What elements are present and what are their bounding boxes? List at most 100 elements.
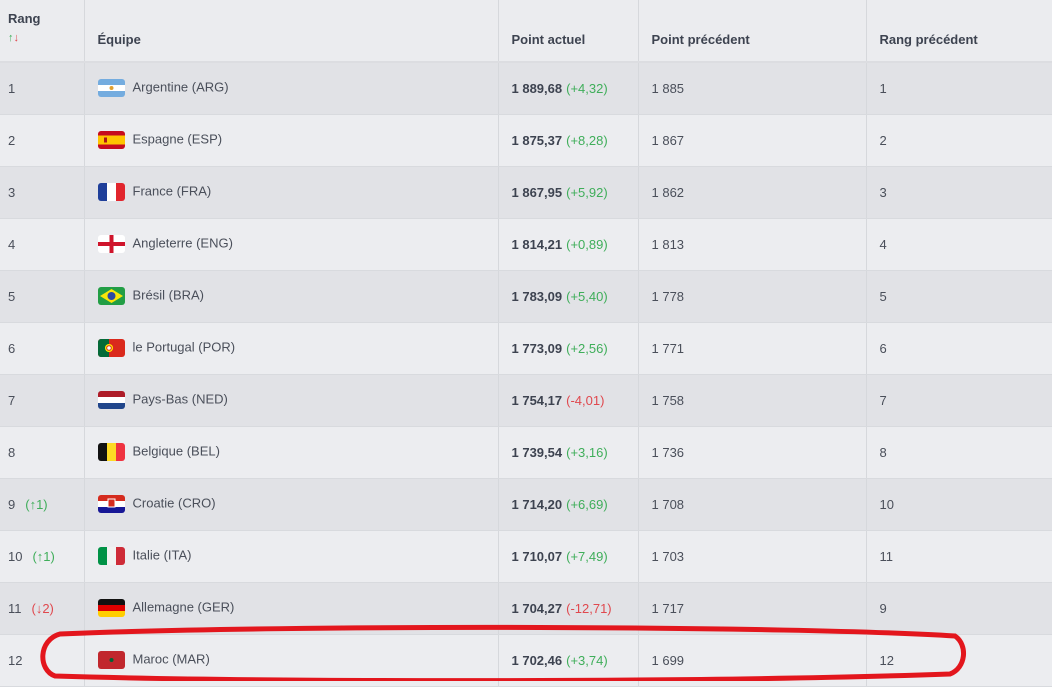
prev-rank-cell: 10 xyxy=(866,478,1052,531)
team-cell[interactable]: le Portugal (POR) xyxy=(84,322,499,375)
header-prev-rank[interactable]: Rang précédent xyxy=(866,0,1052,63)
table-row[interactable]: 9 (↑1) Croatie (CRO) 1 714,20 (+6,69) 1 70… xyxy=(0,478,1052,531)
team-name[interactable]: Argentine (ARG) xyxy=(132,79,229,95)
prev-points-cell: 1 699 xyxy=(638,634,867,687)
points-cell: 1 710,07 (+7,49) xyxy=(498,530,639,583)
points-change: (+6,69) xyxy=(566,496,608,512)
table-row[interactable]: 10 (↑1) Italie (ITA) 1 710,07 (+7,49) 1 70… xyxy=(0,530,1052,583)
prev-points-cell: 1 885 xyxy=(638,62,867,115)
prev-points-cell: 1 862 xyxy=(638,166,867,219)
sort-up-icon: ↑ xyxy=(8,32,14,44)
table-row[interactable]: 11 (↓2) Allemagne (GER) 1 704,27 (-12,71) … xyxy=(0,582,1052,635)
rank-value: 3 xyxy=(8,184,16,200)
team-name[interactable]: Angleterre (ENG) xyxy=(132,235,233,251)
rank-cell: 8 xyxy=(0,426,85,479)
points-change: (+0,89) xyxy=(566,236,608,252)
points-change: (+7,49) xyxy=(566,548,608,564)
current-points: 1 754,17 xyxy=(511,392,563,408)
header-rank[interactable]: Rang ↑↓ xyxy=(0,0,85,63)
points-cell: 1 867,95 (+5,92) xyxy=(498,166,639,219)
points-cell: 1 814,21 (+0,89) xyxy=(498,218,639,271)
team-name[interactable]: Pays-Bas (NED) xyxy=(132,391,228,407)
prev-points-cell: 1 771 xyxy=(638,322,867,375)
sort-icon[interactable]: ↑↓ xyxy=(8,32,76,44)
rank-movement: (↑1) xyxy=(25,496,48,512)
team-name[interactable]: Brésil (BRA) xyxy=(132,287,205,303)
table-row[interactable]: 3 France (FRA) 1 867,95 (+5,92) 1 862 3 xyxy=(0,166,1052,219)
points-cell: 1 739,54 (+3,16) xyxy=(498,426,639,479)
rank-value: 10 xyxy=(8,548,23,564)
table-row[interactable]: 5 Brésil (BRA) 1 783,09 (+5,40) 1 778 5 xyxy=(0,270,1052,323)
team-cell[interactable]: Italie (ITA) xyxy=(84,530,499,583)
croatia-flag-icon xyxy=(97,495,125,513)
team-name[interactable]: Maroc (MAR) xyxy=(132,651,210,667)
team-cell[interactable]: Argentine (ARG) xyxy=(84,62,499,115)
rank-cell: 5 xyxy=(0,270,85,323)
current-points: 1 714,20 xyxy=(511,496,563,512)
current-points: 1 773,09 xyxy=(511,340,563,356)
prev-rank-cell: 9 xyxy=(866,582,1052,635)
team-cell[interactable]: Espagne (ESP) xyxy=(84,114,499,167)
france-flag-icon xyxy=(97,183,125,201)
rank-cell: 1 xyxy=(0,62,85,115)
points-change: (+3,16) xyxy=(566,444,608,460)
prev-points-cell: 1 778 xyxy=(638,270,867,323)
team-name[interactable]: Croatie (CRO) xyxy=(132,495,216,511)
team-cell[interactable]: Angleterre (ENG) xyxy=(84,218,499,271)
team-cell[interactable]: Croatie (CRO) xyxy=(84,478,499,531)
team-name[interactable]: France (FRA) xyxy=(132,183,212,199)
team-cell[interactable]: Belgique (BEL) xyxy=(84,426,499,479)
team-cell[interactable]: Brésil (BRA) xyxy=(84,270,499,323)
team-name[interactable]: Belgique (BEL) xyxy=(132,443,220,459)
morocco-flag-icon xyxy=(97,651,125,669)
rank-value: 6 xyxy=(8,340,16,356)
team-name[interactable]: le Portugal (POR) xyxy=(132,339,236,355)
current-points: 1 814,21 xyxy=(511,236,563,252)
prev-rank-cell: 2 xyxy=(866,114,1052,167)
italy-flag-icon xyxy=(97,547,125,565)
brazil-flag-icon xyxy=(97,287,125,305)
prev-rank-cell: 11 xyxy=(866,530,1052,583)
points-cell: 1 704,27 (-12,71) xyxy=(498,582,639,635)
sort-down-icon: ↓ xyxy=(13,32,20,44)
prev-points-cell: 1 813 xyxy=(638,218,867,271)
spain-flag-icon xyxy=(97,131,125,149)
table-row[interactable]: 8 Belgique (BEL) 1 739,54 (+3,16) 1 736 8 xyxy=(0,426,1052,479)
rank-value: 12 xyxy=(8,652,23,668)
rank-value: 11 xyxy=(8,600,22,616)
team-cell[interactable]: Maroc (MAR) xyxy=(84,634,499,687)
prev-rank-cell: 6 xyxy=(866,322,1052,375)
table-row[interactable]: 4 Angleterre (ENG) 1 814,21 (+0,89) 1 813… xyxy=(0,218,1052,271)
points-change: (+8,28) xyxy=(566,132,608,148)
table-row[interactable]: 12 Maroc (MAR) 1 702,46 (+3,74) 1 699 12 xyxy=(0,634,1052,687)
team-name[interactable]: Allemagne (GER) xyxy=(132,599,235,615)
prev-rank-cell: 4 xyxy=(866,218,1052,271)
table-row[interactable]: 1 Argentine (ARG) 1 889,68 (+4,32) 1 885 … xyxy=(0,62,1052,115)
header-prev-points[interactable]: Point précédent xyxy=(638,0,867,63)
team-name[interactable]: Espagne (ESP) xyxy=(132,131,223,147)
current-points: 1 889,68 xyxy=(511,80,563,96)
team-name[interactable]: Italie (ITA) xyxy=(132,547,192,563)
rank-cell: 9 (↑1) xyxy=(0,478,85,531)
rank-movement: (↓2) xyxy=(31,600,54,616)
table-row[interactable]: 2 Espagne (ESP) 1 875,37 (+8,28) 1 867 2 xyxy=(0,114,1052,167)
table-row[interactable]: 6 le Portugal (POR) 1 773,09 (+2,56) 1 77… xyxy=(0,322,1052,375)
points-cell: 1 783,09 (+5,40) xyxy=(498,270,639,323)
points-cell: 1 702,46 (+3,74) xyxy=(498,634,639,687)
header-rank-label: Rang xyxy=(8,11,41,26)
points-cell: 1 875,37 (+8,28) xyxy=(498,114,639,167)
team-cell[interactable]: France (FRA) xyxy=(84,166,499,219)
header-team[interactable]: Équipe xyxy=(84,0,499,63)
prev-points-cell: 1 703 xyxy=(638,530,867,583)
portugal-flag-icon xyxy=(97,339,125,357)
current-points: 1 704,27 xyxy=(511,600,563,616)
team-cell[interactable]: Pays-Bas (NED) xyxy=(84,374,499,427)
points-cell: 1 754,17 (-4,01) xyxy=(498,374,639,427)
team-cell[interactable]: Allemagne (GER) xyxy=(84,582,499,635)
rank-cell: 7 xyxy=(0,374,85,427)
header-points[interactable]: Point actuel xyxy=(498,0,639,63)
rank-cell: 10 (↑1) xyxy=(0,530,85,583)
table-row[interactable]: 7 Pays-Bas (NED) 1 754,17 (-4,01) 1 758 7 xyxy=(0,374,1052,427)
prev-points-cell: 1 867 xyxy=(638,114,867,167)
rank-value: 5 xyxy=(8,288,16,304)
